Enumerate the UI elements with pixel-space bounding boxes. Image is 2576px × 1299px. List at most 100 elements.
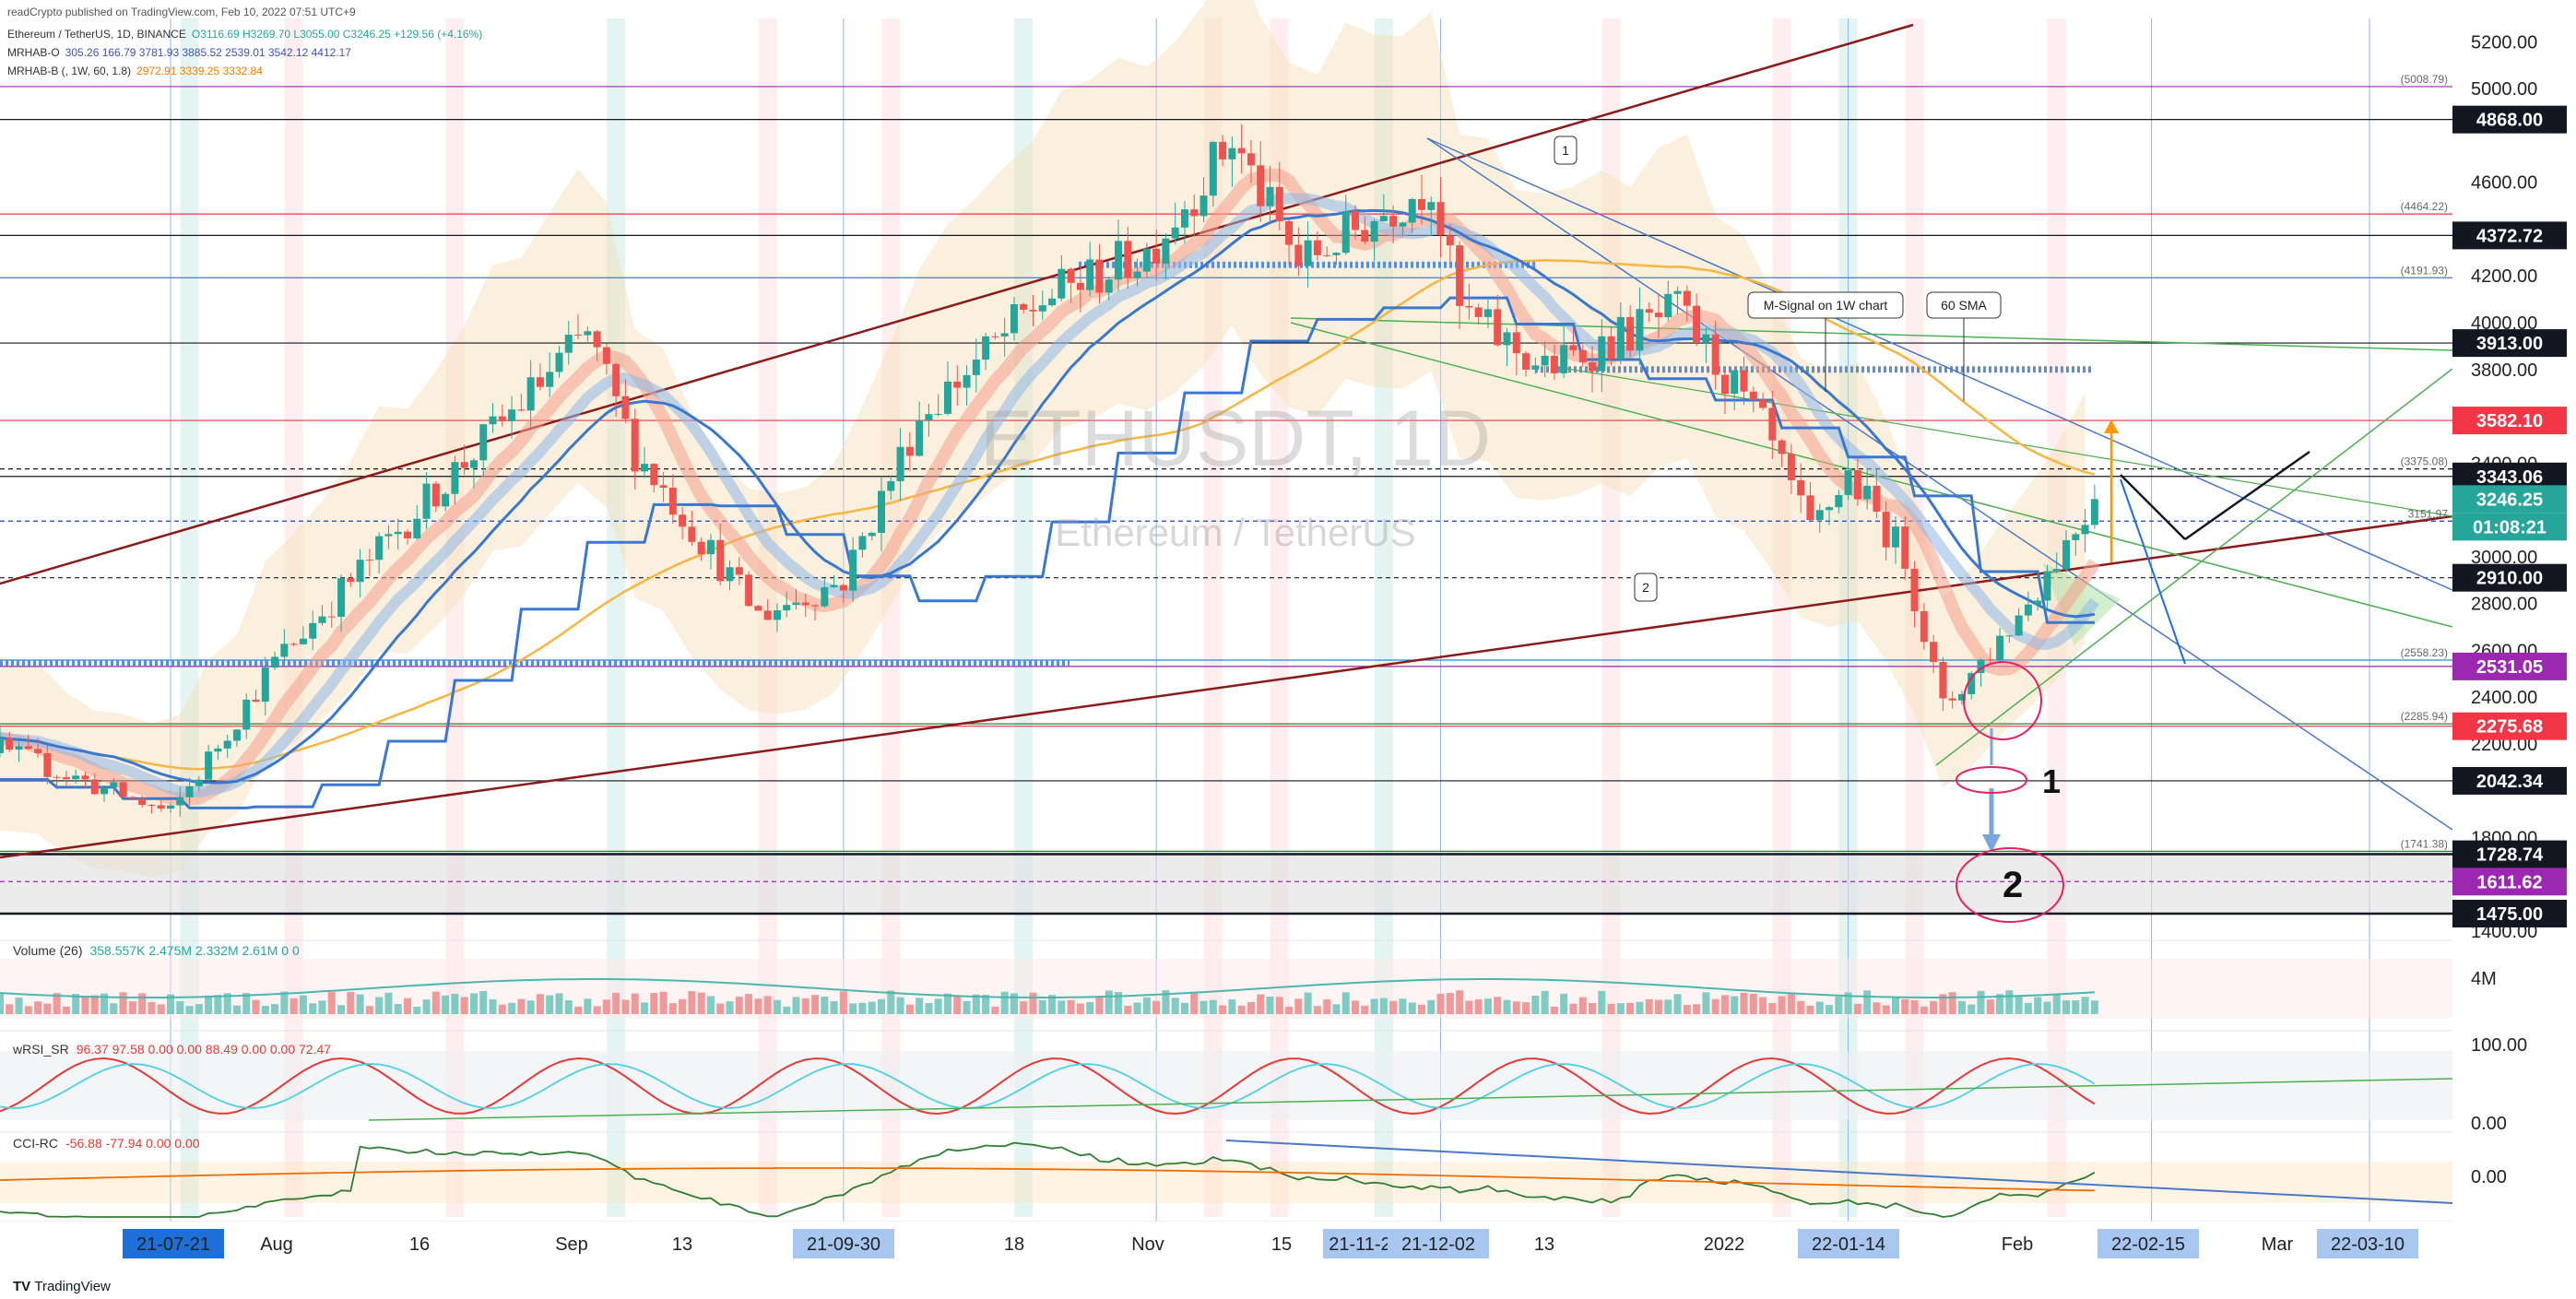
candle-body-37 <box>271 656 279 668</box>
time-highlight: 22-01-14 <box>1812 1234 1885 1255</box>
price-tag-bg <box>2452 563 2567 592</box>
candle-body-223 <box>2034 600 2042 605</box>
volume-bar-146 <box>1304 992 1312 1014</box>
volume-bar-197 <box>1787 993 1795 1014</box>
candle-body-145 <box>1294 244 1303 266</box>
candle-body-136 <box>1209 141 1217 196</box>
time-axis[interactable]: Aug 16 Sep 13 18 Nov 15 13 2022 Feb Mar 21-07-21 21-… <box>0 1222 2576 1266</box>
time-highlight-bg <box>1323 1229 1397 1258</box>
forecast-up-2 <box>2184 450 2310 541</box>
candle-body-124 <box>1095 259 1104 293</box>
volume-bar-76 <box>641 1002 649 1014</box>
price-tag: 3582.10 <box>2476 411 2543 431</box>
volume-bar-43 <box>327 992 336 1014</box>
volume-bar-195 <box>1768 1003 1777 1014</box>
volume-bar-53 <box>422 999 431 1014</box>
volume-bar-78 <box>659 991 668 1014</box>
candle-body-150 <box>1341 211 1350 254</box>
callout-sma: 60 SMA <box>1941 298 1987 313</box>
volume-bar-42 <box>318 1000 326 1014</box>
volume-bar-217 <box>1977 990 1985 1014</box>
symbol-line: Ethereum / TetherUS, 1D, BINANCE O3116.69… <box>7 28 482 41</box>
band-2021-11-08 <box>1203 18 1223 1217</box>
candle-body-48 <box>375 536 384 561</box>
indicator1-name: MRHAB-O <box>7 46 60 59</box>
volume-bar-97 <box>839 991 847 1014</box>
candle-body-100 <box>868 532 876 537</box>
big-label-1: 1 <box>2042 762 2061 800</box>
volume-bar-194 <box>1759 997 1767 1014</box>
indicator1-line: MRHAB-O 305.26 166.79 3781.93 3885.52 253… <box>7 46 351 59</box>
volume-bar-36 <box>261 1006 269 1014</box>
volume-bar-79 <box>668 1003 677 1014</box>
candle-body-133 <box>1180 209 1188 228</box>
volume-bar-150 <box>1341 992 1350 1014</box>
volume-bar-95 <box>821 997 829 1014</box>
volume-bar-113 <box>991 1006 999 1014</box>
volume-bar-145 <box>1294 998 1303 1014</box>
candle-body-91 <box>783 605 791 610</box>
volume-bar-10 <box>15 997 23 1014</box>
volume-bar-161 <box>1446 993 1454 1014</box>
envelope-cloud <box>0 0 2086 879</box>
volume-bar-151 <box>1352 1000 1360 1014</box>
time-label: Sep <box>555 1234 588 1255</box>
volume-bar-213 <box>1939 994 1947 1014</box>
candle-body-138 <box>1228 148 1236 159</box>
band-2021-10-19 <box>1014 18 1034 1217</box>
candle-body-195 <box>1768 407 1777 441</box>
candle-body-44 <box>337 578 346 617</box>
volume-bar-48 <box>375 997 384 1014</box>
candle-body-181 <box>1636 309 1644 351</box>
volume-bar-108 <box>943 993 951 1014</box>
candle-body-103 <box>896 446 904 481</box>
volume-bar-61 <box>498 1004 506 1014</box>
candle-body-148 <box>1323 254 1331 256</box>
candle-body-224 <box>2043 571 2051 601</box>
volume-bar-169 <box>1522 1002 1530 1014</box>
volume-bar-85 <box>726 1001 734 1014</box>
candle-body-160 <box>1436 202 1445 236</box>
candle-body-210 <box>1910 568 1919 611</box>
volume-bar-149 <box>1332 1004 1341 1014</box>
orange-arrowhead <box>2104 419 2119 433</box>
volume-bar-188 <box>1702 992 1710 1014</box>
volume-bar-182 <box>1645 998 1653 1014</box>
volume-bar-131 <box>1162 990 1170 1014</box>
time-label: 13 <box>672 1234 692 1255</box>
price-tag-bg <box>2452 868 2567 896</box>
candle-body-207 <box>1882 512 1890 548</box>
candle-body-36 <box>261 667 269 703</box>
candle-body-212 <box>1930 642 1938 663</box>
price-tick: 5200.00 <box>2471 32 2537 53</box>
volume-bar-156 <box>1399 998 1407 1014</box>
volume-bar-60 <box>489 998 497 1014</box>
magenta-circle-3 <box>1956 847 2064 923</box>
price-tag-bg <box>2452 513 2567 541</box>
candle-body-227 <box>2072 534 2080 540</box>
volume-bar-41 <box>309 1003 317 1014</box>
time-highlight-bg <box>2317 1229 2418 1258</box>
descending-line-2 <box>1426 137 2453 831</box>
indicator1-values: 305.26 166.79 3781.93 3885.52 2539.01 35… <box>65 46 351 59</box>
candle-body-99 <box>858 536 867 550</box>
time-highlight: 21-07-21 <box>136 1234 210 1255</box>
cci-pane <box>0 1140 2453 1218</box>
volume-bar-208 <box>1891 997 1899 1014</box>
volume-bar-54 <box>431 991 440 1014</box>
candle-body-49 <box>384 534 393 537</box>
volume-bar-109 <box>953 995 962 1014</box>
candle-body-16 <box>72 775 80 780</box>
price-axis[interactable]: 5200.00 5000.00 4600.00 4200.00 4000.00 3800.… <box>2401 0 2576 1222</box>
time-label: 2022 <box>1704 1234 1745 1255</box>
circle-label-1: 1 <box>1562 143 1569 158</box>
volume-bar-148 <box>1323 999 1331 1014</box>
volume-bar-11 <box>24 1006 32 1014</box>
volume-bar-9 <box>6 1004 14 1014</box>
volume-bar-157 <box>1408 1002 1416 1014</box>
callout-msignal: M-Signal on 1W chart <box>1764 298 1888 313</box>
volume-bar-69 <box>574 1006 583 1014</box>
band-2022-01-07 <box>1772 18 1791 1217</box>
volume-bar-127 <box>1124 1005 1132 1014</box>
